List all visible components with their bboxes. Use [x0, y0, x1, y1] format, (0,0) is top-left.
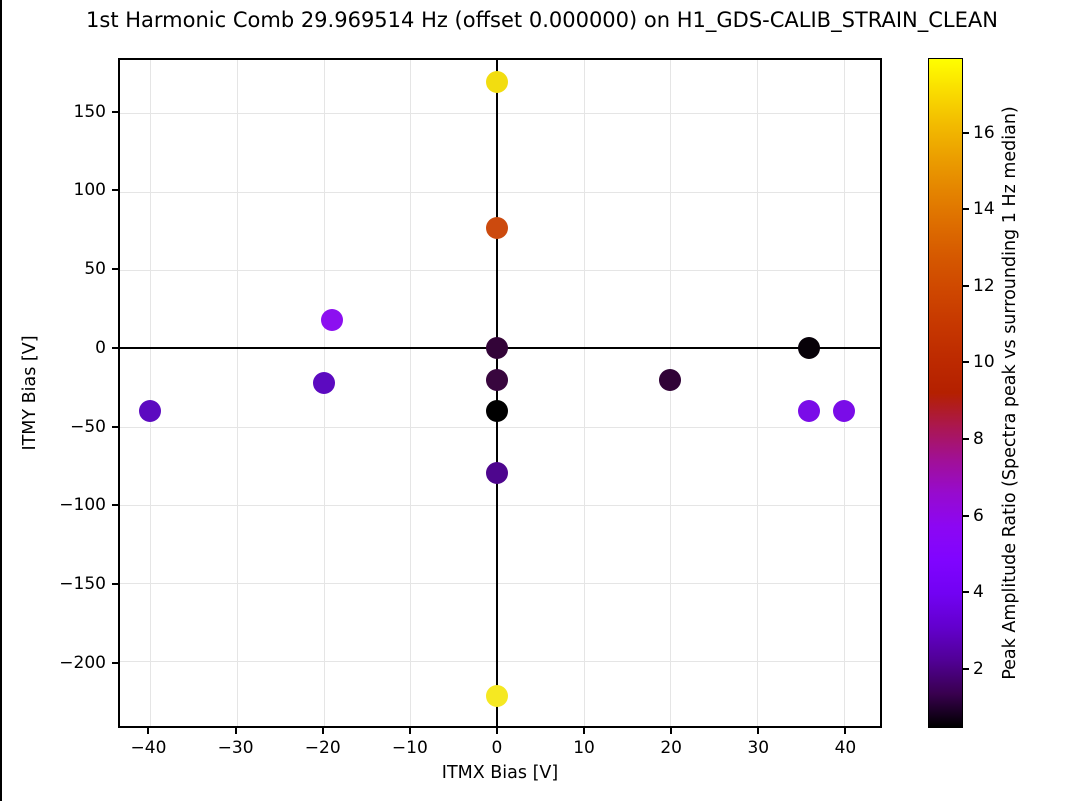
scatter-point [797, 399, 820, 422]
scatter-point [485, 684, 508, 707]
y-tick-label: 150 [73, 101, 106, 122]
gridline-horizontal [120, 504, 880, 506]
scatter-point [485, 216, 508, 239]
colorbar-tick-mark [963, 131, 969, 134]
x-tick-label: −40 [130, 738, 167, 758]
x-tick-label: −30 [217, 738, 254, 758]
y-tick-mark [112, 504, 118, 507]
y-tick-label: −100 [59, 495, 106, 516]
gridline-horizontal [120, 113, 880, 115]
gridline-horizontal [120, 583, 880, 585]
gridline-horizontal [120, 269, 880, 271]
y-tick-label: 0 [95, 337, 106, 358]
scatter-point [659, 368, 682, 391]
x-tick-mark [757, 728, 760, 734]
colorbar-tick-mark [963, 667, 969, 670]
y-tick-label: −50 [70, 416, 106, 437]
y-tick-mark [112, 425, 118, 428]
y-tick-mark [112, 268, 118, 271]
colorbar-tick-label: 12 [973, 275, 995, 296]
scatter-point [321, 309, 344, 332]
y-tick-mark [112, 110, 118, 113]
y-tick-mark [112, 189, 118, 192]
x-tick-mark [844, 728, 847, 734]
gridline-horizontal [120, 661, 880, 663]
y-tick-mark [112, 346, 118, 349]
x-tick-label: 10 [573, 738, 595, 758]
gridline-vertical [410, 60, 412, 726]
colorbar-tick-label: 6 [973, 505, 984, 526]
frame-left-border [0, 0, 2, 801]
scatter-point [312, 371, 335, 394]
colorbar-tick-mark [963, 437, 969, 440]
gridline-vertical [583, 60, 585, 726]
x-tick-mark [321, 728, 324, 734]
colorbar-tick-label: 14 [973, 199, 995, 220]
y-tick-label: 50 [84, 259, 106, 280]
scatter-point [832, 399, 855, 422]
x-tick-mark [234, 728, 237, 734]
colorbar-tick-label: 16 [973, 122, 995, 143]
gridline-horizontal [120, 191, 880, 193]
x-tick-label: 30 [747, 738, 770, 758]
scatter-point [485, 399, 508, 422]
gridline-vertical [756, 60, 758, 726]
scatter-point [485, 337, 508, 360]
gridline-horizontal [120, 426, 880, 428]
scatter-point [485, 71, 508, 94]
colorbar-tick-mark [963, 208, 969, 211]
y-tick-mark [112, 583, 118, 586]
y-tick-mark [112, 661, 118, 664]
scatter-point [485, 368, 508, 391]
scatter-point [139, 399, 162, 422]
gridline-vertical [843, 60, 845, 726]
zero-line-vertical [495, 60, 498, 726]
x-tick-mark [495, 728, 498, 734]
x-tick-label: 20 [660, 738, 682, 758]
x-tick-mark [147, 728, 150, 734]
chart-title: 1st Harmonic Comb 29.969514 Hz (offset 0… [86, 8, 998, 32]
gridline-vertical [670, 60, 672, 726]
colorbar-label: Peak Amplitude Ratio (Spectra peak vs su… [1000, 106, 1020, 680]
x-axis-label: ITMX Bias [V] [441, 763, 559, 783]
x-tick-label: −10 [391, 738, 428, 758]
colorbar-tick-mark [963, 361, 969, 364]
colorbar-tick-label: 8 [973, 428, 984, 449]
colorbar-tick-label: 4 [973, 582, 984, 603]
x-tick-mark [583, 728, 586, 734]
scatter-point [797, 337, 820, 360]
plot-inner [120, 60, 880, 726]
x-tick-label: 40 [834, 738, 857, 758]
y-tick-label: 100 [73, 180, 106, 201]
colorbar-tick-label: 10 [973, 352, 995, 373]
y-tick-label: −150 [59, 574, 106, 595]
x-tick-label: 0 [491, 738, 503, 758]
gridline-vertical [150, 60, 152, 726]
x-tick-mark [670, 728, 673, 734]
colorbar [928, 58, 963, 728]
y-axis-label: ITMY Bias [V] [20, 335, 40, 451]
colorbar-tick-mark [963, 514, 969, 517]
gridline-vertical [236, 60, 238, 726]
x-tick-label: −20 [304, 738, 341, 758]
y-tick-label: −200 [59, 652, 106, 673]
plot-area [118, 58, 882, 728]
colorbar-tick-mark [963, 591, 969, 594]
colorbar-tick-label: 2 [973, 658, 984, 679]
scatter-point [485, 462, 508, 485]
x-tick-mark [408, 728, 411, 734]
colorbar-tick-mark [963, 284, 969, 287]
